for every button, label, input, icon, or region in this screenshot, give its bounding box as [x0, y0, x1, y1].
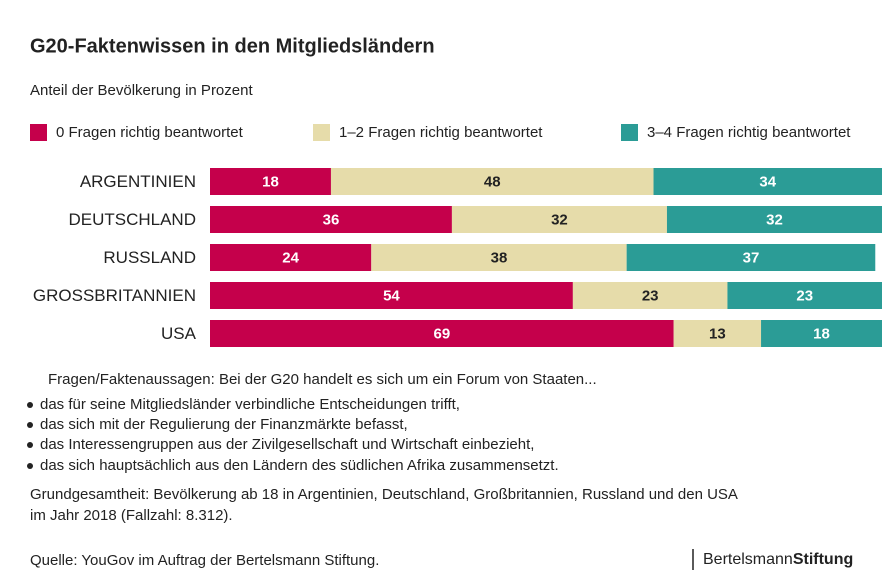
bar-segment [210, 320, 674, 347]
bullet-text: das Interessengruppen aus der Zivilgesel… [40, 436, 534, 453]
value-label: 38 [491, 249, 508, 266]
legend-swatch [621, 124, 638, 141]
chart-title: G20-Faktenwissen in den Mitgliedsländern [30, 35, 435, 57]
bullets: das für seine Mitgliedsländer verbindlic… [27, 396, 559, 474]
category-label: RUSSLAND [103, 248, 196, 267]
bar-segment [210, 206, 452, 233]
category-label: USA [161, 324, 197, 343]
legend-swatch [30, 124, 47, 141]
bar-segment [572, 282, 728, 309]
value-label: 37 [743, 249, 760, 266]
bar-segment [451, 206, 667, 233]
bar-segment [371, 244, 627, 271]
bullet [27, 463, 33, 469]
bar-segment [761, 320, 882, 347]
bullet-text: das sich hauptsächlich aus den Ländern d… [40, 457, 559, 474]
bar-segment [666, 206, 882, 233]
note-population: im Jahr 2018 (Fallzahl: 8.312). [30, 507, 233, 524]
bar-segment [727, 282, 882, 309]
value-label: 34 [759, 173, 776, 190]
bullet-text: das sich mit der Regulierung der Finanzm… [40, 416, 408, 433]
category-label: ARGENTINIEN [80, 172, 196, 191]
bar-segment [653, 168, 882, 195]
value-label: 69 [433, 325, 450, 342]
bar-segment [626, 244, 876, 271]
chart-subtitle: Anteil der Bevölkerung in Prozent [30, 82, 253, 99]
note-population: Grundgesamtheit: Bevölkerung ab 18 in Ar… [30, 486, 738, 503]
bullet [27, 422, 33, 428]
bar-segment [330, 168, 654, 195]
value-label: 24 [282, 249, 299, 266]
note-source: Quelle: YouGov im Auftrag der Bertelsman… [30, 552, 379, 569]
value-label: 48 [484, 173, 501, 190]
value-label: 36 [323, 211, 340, 228]
bar-segment [210, 244, 372, 271]
legend-label: 3–4 Fragen richtig beantwortet [647, 124, 851, 141]
value-label: 54 [383, 287, 400, 304]
legend-label: 1–2 Fragen richtig beantwortet [339, 124, 543, 141]
category-label: GROSSBRITANNIEN [33, 286, 196, 305]
value-label: 18 [813, 325, 830, 342]
bullet [27, 402, 33, 408]
logo-part: Stiftung [793, 551, 853, 568]
legend-swatch [313, 124, 330, 141]
value-label: 13 [709, 325, 726, 342]
bullet [27, 442, 33, 448]
bullet-text: das für seine Mitgliedsländer verbindlic… [40, 396, 460, 413]
legend-label: 0 Fragen richtig beantwortet [56, 124, 244, 141]
note-intro: Fragen/Faktenaussagen: Bei der G20 hande… [48, 371, 597, 388]
value-label: 18 [262, 173, 279, 190]
value-label: 32 [551, 211, 568, 228]
category-label: DEUTSCHLAND [68, 210, 196, 229]
bar-segment [210, 168, 331, 195]
bar-segment [673, 320, 762, 347]
value-label: 32 [766, 211, 783, 228]
logo-part: Bertelsmann [703, 551, 793, 568]
logo: BertelsmannStiftung [703, 551, 853, 568]
bar-segment [210, 282, 573, 309]
value-label: 23 [796, 287, 813, 304]
value-label: 23 [642, 287, 659, 304]
